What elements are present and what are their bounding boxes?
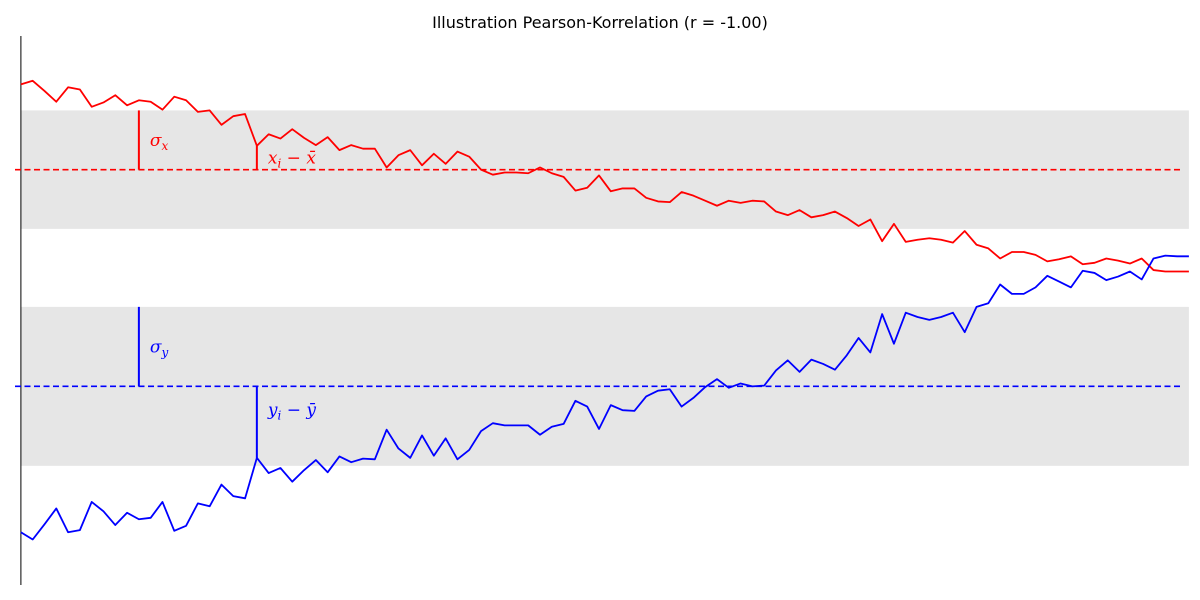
series-x-line [20, 79, 1189, 273]
plot-area: σx xi − x̄ σy yi − ȳ [15, 36, 1189, 585]
sigma-y-label: σy [150, 338, 169, 360]
dev-x-label: xi − x̄ [268, 149, 316, 171]
chart-title: Illustration Pearson-Korrelation (r = -1… [432, 13, 768, 32]
dev-y-label: yi − ȳ [267, 400, 317, 422]
series-y-line [20, 254, 1189, 541]
sigma-x-label: σx [150, 131, 169, 153]
